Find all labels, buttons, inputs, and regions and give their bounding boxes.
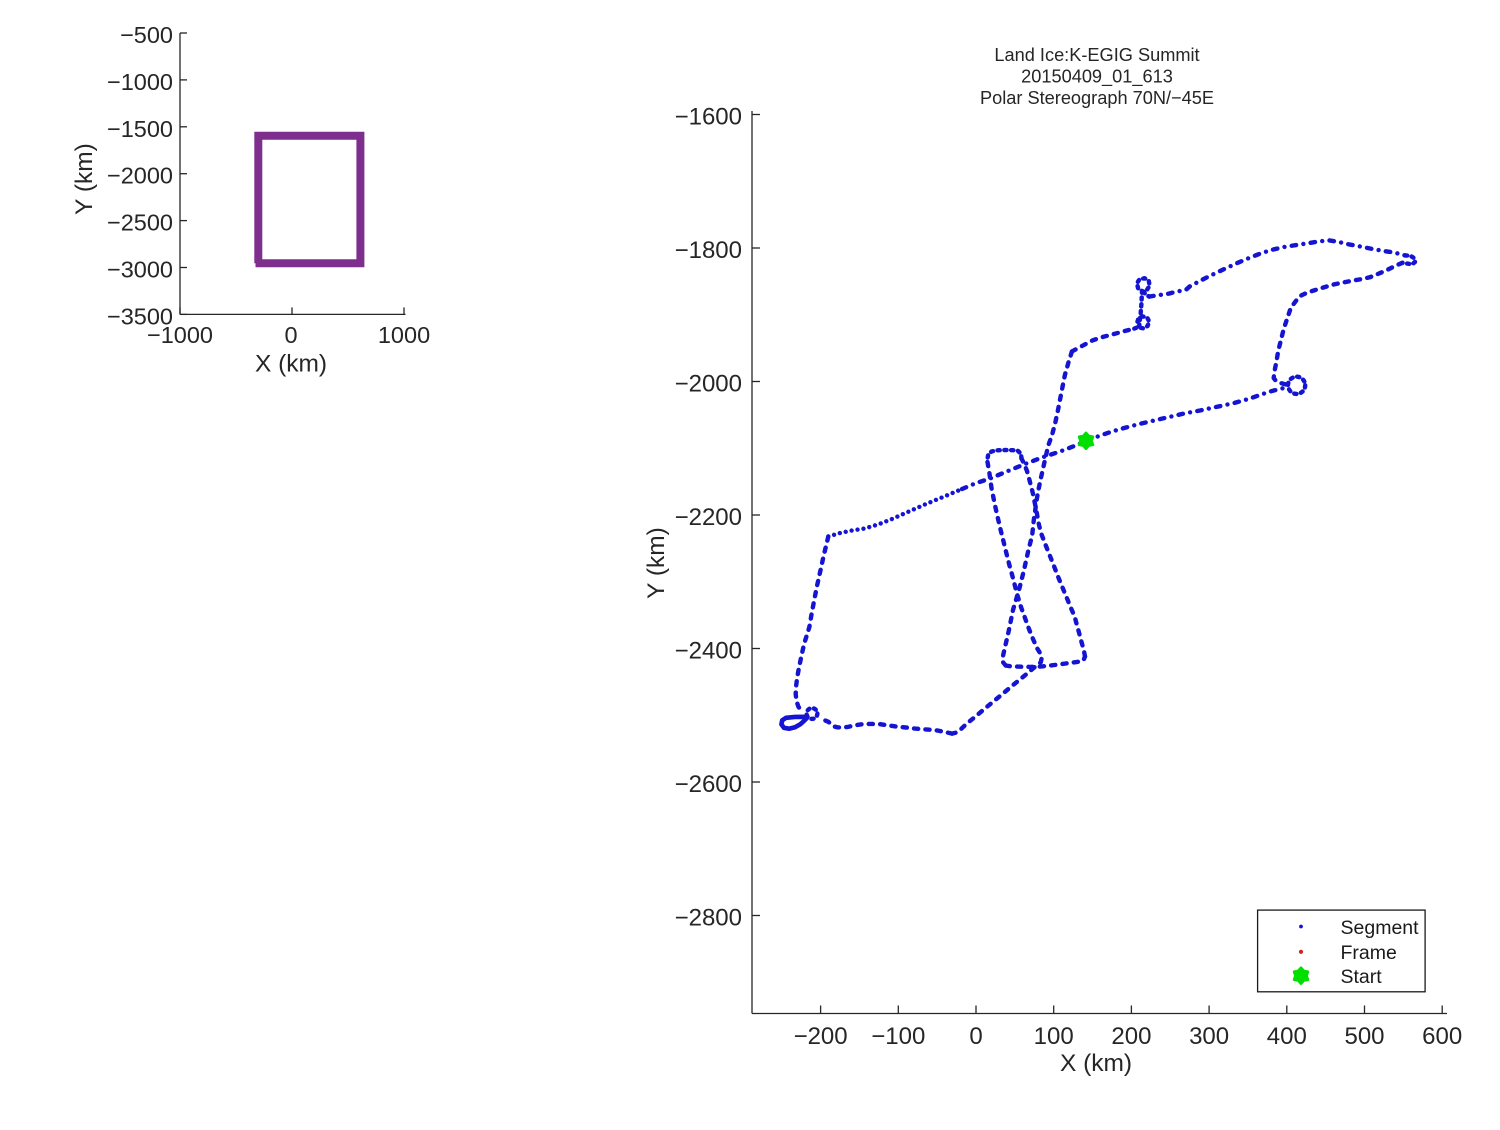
svg-text:−2500: −2500: [107, 210, 173, 236]
svg-text:−2200: −2200: [675, 504, 742, 531]
svg-text:X (km): X (km): [255, 351, 327, 378]
svg-text:−100: −100: [871, 1023, 925, 1050]
svg-text:Land Ice:K-EGIG Summit: Land Ice:K-EGIG Summit: [994, 45, 1199, 65]
svg-text:−1000: −1000: [147, 322, 213, 348]
svg-text:200: 200: [1111, 1023, 1151, 1050]
svg-text:−1600: −1600: [675, 104, 742, 131]
svg-text:−500: −500: [120, 22, 173, 48]
svg-text:100: 100: [1034, 1023, 1074, 1050]
svg-text:300: 300: [1189, 1023, 1229, 1050]
svg-text:−2800: −2800: [675, 905, 742, 932]
svg-text:−200: −200: [794, 1023, 848, 1050]
svg-text:−1800: −1800: [675, 237, 742, 264]
svg-text:0: 0: [284, 322, 297, 348]
svg-text:600: 600: [1422, 1023, 1462, 1050]
svg-text:−2600: −2600: [675, 771, 742, 798]
svg-text:Segment: Segment: [1341, 917, 1420, 939]
svg-text:X (km): X (km): [1060, 1050, 1132, 1077]
svg-text:500: 500: [1344, 1023, 1384, 1050]
svg-text:−1000: −1000: [107, 69, 173, 95]
svg-text:400: 400: [1267, 1023, 1307, 1050]
svg-text:−3500: −3500: [107, 303, 173, 329]
svg-text:−2000: −2000: [675, 371, 742, 398]
svg-text:Frame: Frame: [1341, 942, 1397, 964]
svg-text:20150409_01_613: 20150409_01_613: [1021, 67, 1173, 88]
svg-text:Y (km): Y (km): [71, 143, 98, 215]
svg-text:0: 0: [969, 1023, 982, 1050]
svg-text:−2000: −2000: [107, 163, 173, 189]
svg-text:Y (km): Y (km): [643, 527, 670, 599]
svg-text:1000: 1000: [378, 322, 430, 348]
svg-text:−3000: −3000: [107, 257, 173, 283]
svg-text:−1500: −1500: [107, 116, 173, 142]
svg-text:Polar Stereograph 70N/−45E: Polar Stereograph 70N/−45E: [980, 88, 1214, 108]
svg-text:Start: Start: [1341, 966, 1383, 988]
svg-text:−2400: −2400: [675, 638, 742, 665]
